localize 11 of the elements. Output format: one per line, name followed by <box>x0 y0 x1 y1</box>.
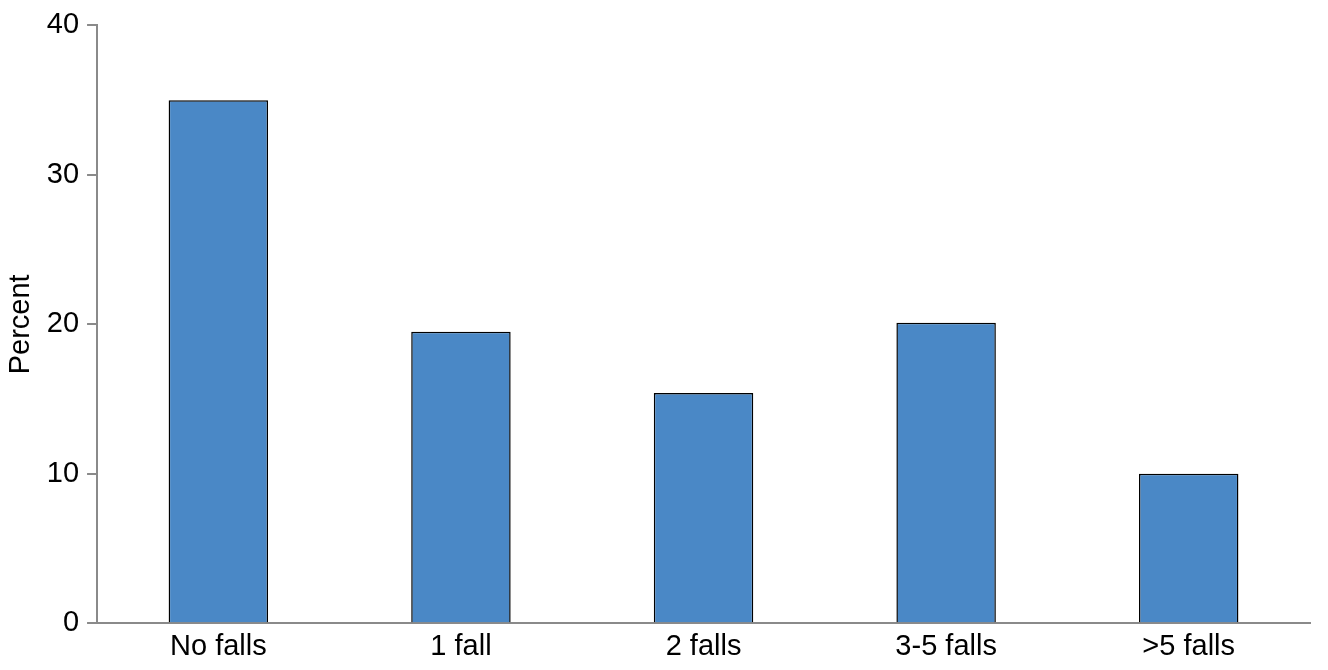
x-tick-label: No falls <box>170 628 267 661</box>
y-tick-label: 20 <box>46 306 80 339</box>
y-tick-label: 30 <box>46 156 80 189</box>
y-axis-title: Percent <box>3 274 36 375</box>
y-tick-label: 10 <box>46 455 80 488</box>
x-tick-label: 1 fall <box>430 628 492 661</box>
x-tick-label: 3-5 falls <box>895 628 997 661</box>
y-tick-label: 0 <box>62 605 80 638</box>
x-tick-label: >5 falls <box>1142 628 1236 661</box>
y-tick-label: 40 <box>46 7 80 40</box>
x-tick-label: 2 falls <box>665 628 742 661</box>
